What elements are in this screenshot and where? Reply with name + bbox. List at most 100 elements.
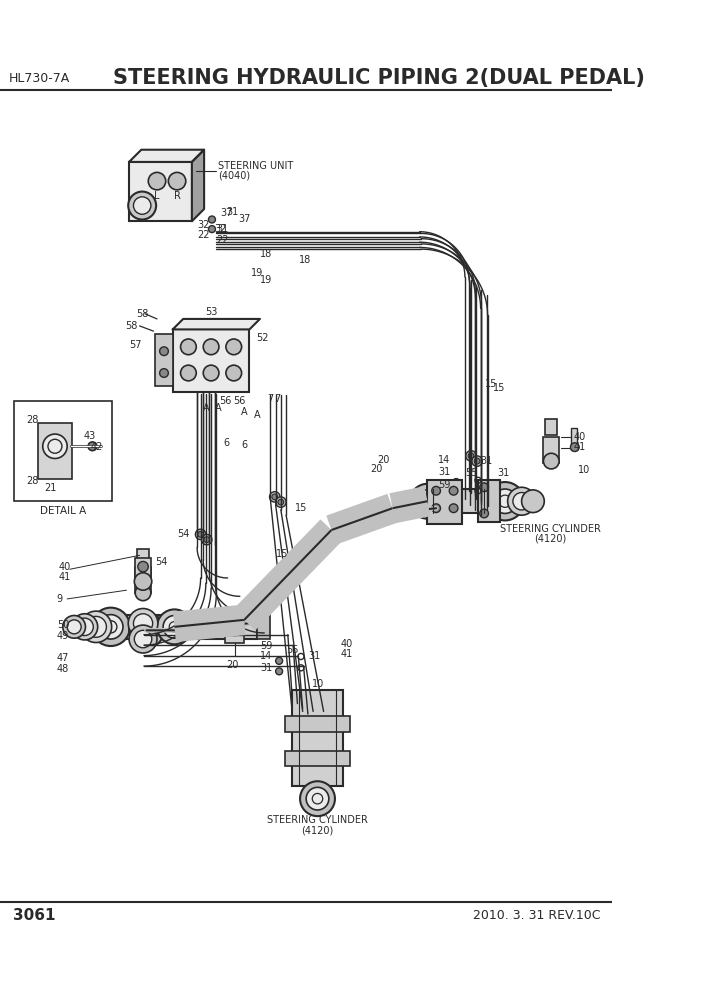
Circle shape (159, 347, 168, 355)
Text: 31: 31 (438, 466, 450, 476)
Text: 49: 49 (57, 631, 69, 641)
Text: 59: 59 (260, 641, 272, 651)
Circle shape (466, 450, 476, 461)
Text: STEERING HYDRAULIC PIPING 2(DUAL PEDAL): STEERING HYDRAULIC PIPING 2(DUAL PEDAL) (114, 68, 645, 88)
Circle shape (135, 585, 151, 601)
Circle shape (72, 614, 98, 640)
Circle shape (67, 620, 81, 634)
Circle shape (493, 489, 517, 514)
Circle shape (276, 658, 283, 665)
Text: STEERING CYLINDER: STEERING CYLINDER (500, 524, 601, 534)
Circle shape (133, 196, 151, 214)
Text: 55: 55 (465, 468, 477, 478)
Text: (4120): (4120) (301, 825, 333, 835)
Bar (155, 333, 173, 386)
Circle shape (486, 482, 524, 521)
Circle shape (148, 173, 166, 189)
Circle shape (300, 782, 335, 816)
Bar (545, 420, 557, 434)
Polygon shape (129, 150, 204, 162)
Circle shape (226, 365, 241, 381)
Text: 31: 31 (497, 468, 510, 478)
Text: L: L (154, 190, 160, 201)
Circle shape (230, 625, 240, 636)
Circle shape (449, 504, 458, 513)
Text: 18: 18 (260, 249, 272, 259)
Text: 19: 19 (260, 275, 272, 285)
Circle shape (76, 618, 93, 636)
Text: STEERING CYLINDER: STEERING CYLINDER (267, 815, 368, 825)
Text: 56: 56 (219, 396, 231, 406)
Bar (39, 423, 72, 479)
Circle shape (204, 365, 219, 381)
Text: 15: 15 (275, 549, 288, 558)
Text: (4040): (4040) (218, 171, 250, 181)
Text: 41: 41 (340, 649, 352, 659)
Circle shape (513, 492, 530, 510)
Text: 7: 7 (267, 394, 274, 404)
Bar (428, 480, 463, 524)
Circle shape (91, 608, 130, 646)
Bar (425, 489, 491, 514)
Circle shape (472, 456, 482, 466)
Bar (258, 615, 270, 639)
Circle shape (522, 490, 544, 513)
Text: 7: 7 (274, 394, 281, 404)
Text: 15: 15 (493, 383, 505, 393)
Text: 15: 15 (295, 503, 307, 513)
Text: 59: 59 (438, 480, 450, 490)
Bar (118, 615, 258, 639)
Circle shape (86, 616, 107, 637)
Circle shape (270, 492, 280, 502)
Text: 19: 19 (251, 268, 263, 278)
Bar (285, 716, 350, 731)
Text: 14: 14 (438, 455, 450, 465)
Text: 41: 41 (58, 572, 71, 582)
Circle shape (195, 529, 206, 540)
Circle shape (159, 369, 168, 377)
Circle shape (129, 613, 164, 648)
Text: 58: 58 (125, 320, 137, 331)
Circle shape (276, 668, 283, 675)
Text: 28: 28 (26, 415, 39, 426)
Text: 53: 53 (205, 307, 218, 317)
Bar (478, 480, 500, 522)
Text: 32: 32 (197, 220, 209, 230)
Text: 31: 31 (308, 652, 320, 662)
Circle shape (306, 788, 329, 810)
Text: 40: 40 (58, 561, 71, 571)
Text: 37: 37 (238, 213, 251, 223)
Text: 48: 48 (57, 664, 69, 674)
Circle shape (479, 509, 489, 518)
Circle shape (157, 609, 192, 644)
Bar (173, 329, 249, 392)
Circle shape (432, 504, 440, 513)
Circle shape (180, 365, 197, 381)
Polygon shape (192, 150, 204, 221)
Circle shape (475, 458, 480, 464)
Text: 54: 54 (155, 558, 168, 567)
Text: 40: 40 (340, 639, 352, 650)
Text: 47: 47 (57, 654, 69, 664)
Text: 31: 31 (481, 456, 493, 466)
Circle shape (543, 453, 559, 469)
Circle shape (204, 339, 219, 355)
Bar (292, 689, 343, 786)
Circle shape (135, 619, 158, 642)
Circle shape (134, 630, 152, 648)
Bar (285, 751, 350, 767)
Bar (135, 566, 151, 593)
Circle shape (449, 486, 458, 495)
Circle shape (278, 499, 284, 505)
Text: A: A (204, 403, 210, 413)
Circle shape (453, 489, 460, 496)
Circle shape (508, 487, 536, 515)
Text: 20: 20 (371, 464, 383, 474)
Polygon shape (173, 319, 260, 329)
Text: 32: 32 (215, 224, 227, 234)
Text: A: A (254, 410, 260, 420)
Text: 20: 20 (378, 455, 390, 465)
Text: 2010. 3. 31 REV.10C: 2010. 3. 31 REV.10C (472, 909, 600, 922)
Text: 52: 52 (256, 333, 269, 343)
Text: 10: 10 (312, 680, 324, 689)
